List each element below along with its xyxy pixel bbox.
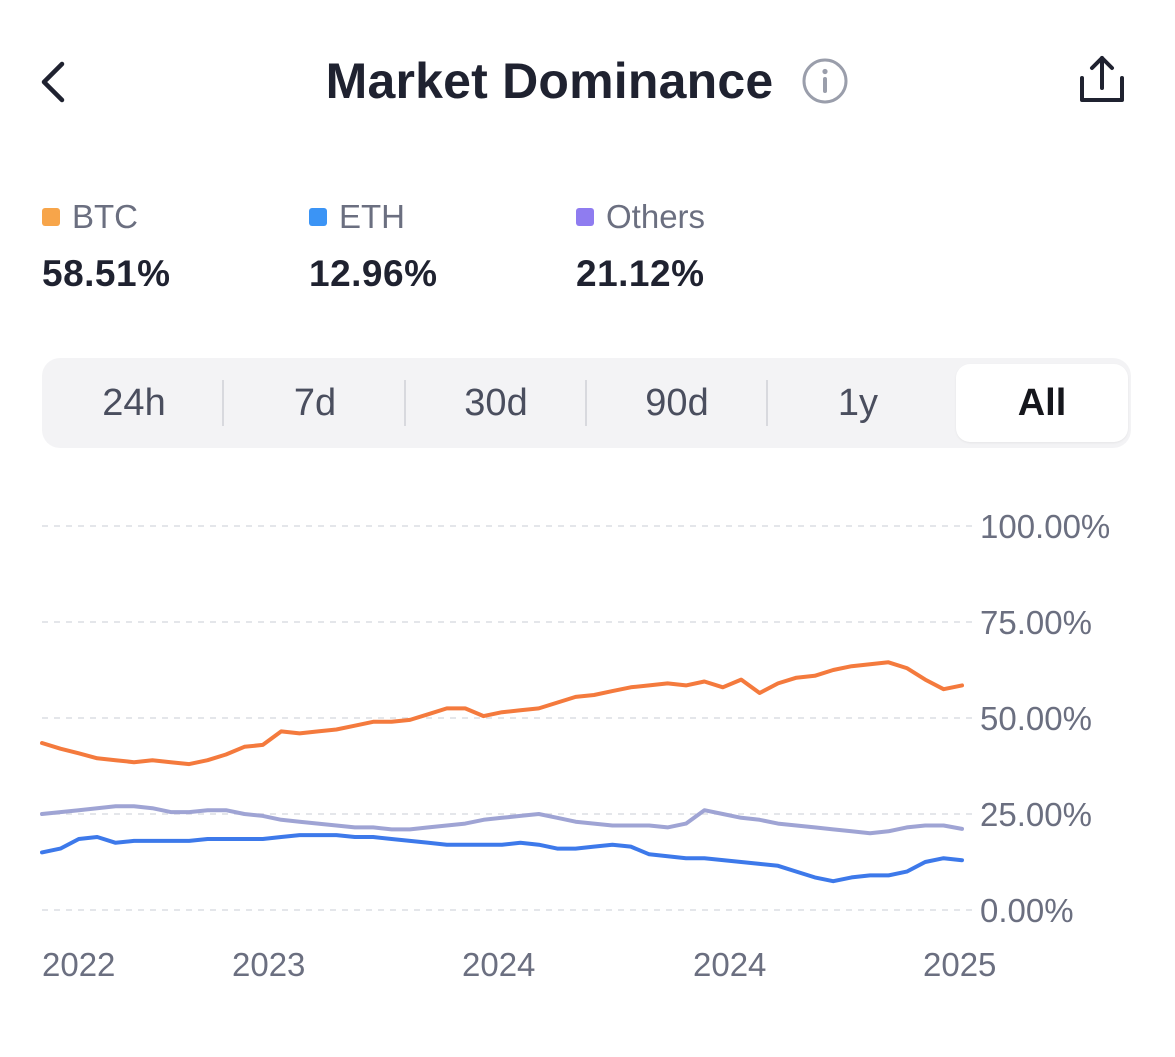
back-button[interactable] [30, 50, 90, 114]
series-line-btc [40, 660, 964, 767]
legend-value-others: 21.12% [576, 253, 705, 294]
series-line-others [40, 804, 964, 836]
dominance-chart: 100.00% 75.00% 50.00% 25.00% 0.00% 2022 2023 2… [0, 470, 1175, 1030]
header: Market Dominance [0, 0, 1175, 165]
page-title-row: Market Dominance [0, 52, 1175, 110]
legend-label-eth: ETH [339, 198, 405, 235]
chevron-left-icon [41, 61, 65, 103]
x-tick-label: 2025 [923, 946, 996, 983]
range-tab-1y[interactable]: 1y [837, 381, 879, 424]
info-button[interactable] [801, 57, 849, 105]
time-range-selector: 24h 7d 30d 90d 1y All [42, 358, 1131, 448]
legend-item-eth: ETH 12.96% [309, 195, 438, 295]
page-title: Market Dominance [325, 53, 774, 109]
x-tick-label: 2024 [462, 946, 535, 983]
range-tab-90d[interactable]: 90d [645, 381, 709, 424]
range-divider [404, 380, 406, 426]
others-color-swatch [576, 208, 594, 226]
btc-color-swatch [42, 208, 60, 226]
x-tick-label: 2023 [232, 946, 305, 983]
range-tab-all[interactable]: All [956, 364, 1128, 442]
legend-label-btc: BTC [72, 198, 138, 235]
x-tick-label: 2024 [693, 946, 766, 983]
legend-item-others: Others 21.12% [576, 195, 705, 295]
range-divider [222, 380, 224, 426]
legend-label-others: Others [606, 198, 706, 235]
legend-item-btc: BTC 58.51% [42, 195, 171, 295]
x-tick-label: 2022 [42, 946, 115, 983]
range-tab-7d[interactable]: 7d [293, 381, 337, 424]
eth-color-swatch [309, 208, 327, 226]
range-tab-30d[interactable]: 30d [464, 381, 528, 424]
range-divider [585, 380, 587, 426]
share-icon [1080, 56, 1124, 102]
series-line-eth [40, 833, 964, 884]
y-tick-label: 50.00% [980, 700, 1092, 737]
y-tick-label: 0.00% [980, 892, 1074, 929]
info-circle-icon [802, 58, 848, 104]
range-tab-24h[interactable]: 24h [102, 381, 166, 424]
share-button[interactable] [1072, 50, 1132, 110]
legend-value-btc: 58.51% [42, 253, 171, 294]
legend: BTC 58.51% ETH 12.96% Others 21.12% [0, 195, 1175, 305]
legend-value-eth: 12.96% [309, 253, 438, 294]
dominance-chart-svg: 100.00% 75.00% 50.00% 25.00% 0.00% 2022 2023 2… [40, 508, 1110, 983]
y-tick-label: 100.00% [980, 508, 1110, 545]
y-tick-label: 25.00% [980, 796, 1092, 833]
range-divider [766, 380, 768, 426]
y-tick-label: 75.00% [980, 604, 1092, 641]
